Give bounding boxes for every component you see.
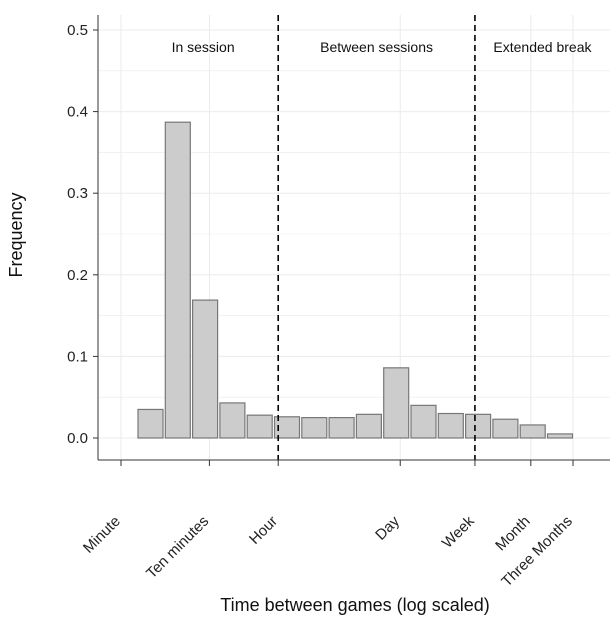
- bar: [246, 414, 273, 439]
- y-tick-label: 0.2: [67, 267, 88, 284]
- y-tick-label: 0.5: [67, 22, 88, 39]
- bar: [519, 424, 546, 439]
- bar: [355, 413, 382, 439]
- axes: 0.0 0.1 0.2 0.3 0.4 0.5 Minute Ten minutes Hour D…: [67, 15, 610, 590]
- bar: [492, 418, 519, 439]
- x-tick-label: Day: [372, 512, 403, 543]
- bar: [137, 408, 164, 439]
- bar: [192, 299, 219, 439]
- bar: [546, 433, 574, 439]
- bar: [219, 402, 246, 439]
- region-label: Extended break: [493, 39, 592, 55]
- bar: [437, 412, 464, 439]
- y-tick-label: 0.1: [67, 348, 88, 365]
- session-dividers: [277, 15, 476, 460]
- bar: [410, 404, 437, 439]
- region-label: In session: [172, 39, 235, 55]
- x-tick-label: Week: [439, 512, 478, 551]
- x-tick-label: Hour: [246, 513, 281, 548]
- bar: [301, 417, 328, 439]
- bar: [465, 413, 492, 439]
- x-tick-label: Minute: [80, 513, 124, 557]
- y-tick-label: 0.3: [67, 185, 88, 202]
- y-axis-title: Frequency: [6, 192, 26, 277]
- y-tick-label: 0.4: [67, 104, 88, 121]
- x-axis-title: Time between games (log scaled): [220, 595, 489, 615]
- bar: [273, 416, 301, 439]
- bar: [164, 121, 191, 439]
- bar: [328, 417, 355, 439]
- y-tick-label: 0.0: [67, 430, 88, 447]
- x-tick-label: Ten minutes: [143, 513, 212, 582]
- region-labels: In session Between sessions Extended break: [172, 39, 593, 55]
- region-label: Between sessions: [320, 39, 433, 55]
- bar: [383, 367, 410, 439]
- bars: [137, 121, 574, 439]
